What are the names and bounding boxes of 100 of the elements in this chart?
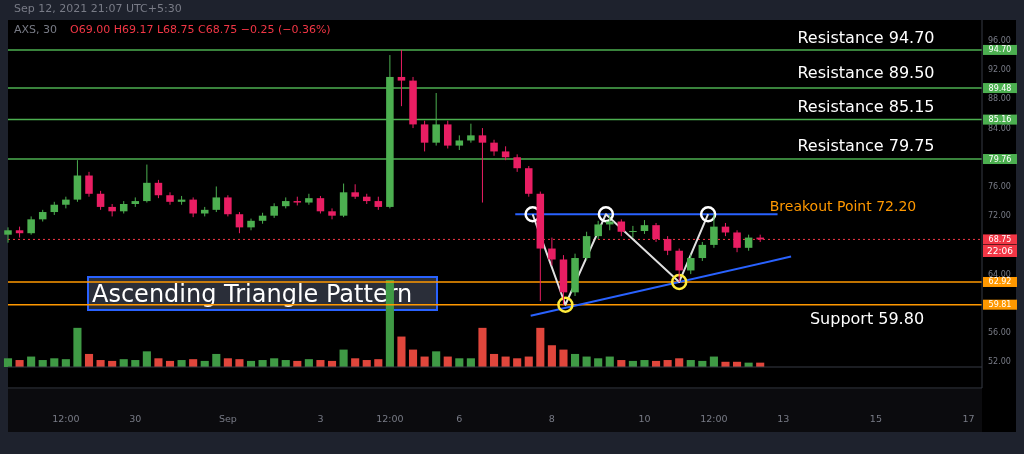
annotation: Resistance 79.75 (797, 135, 935, 155)
candlestick (710, 213, 718, 249)
candlestick (224, 194, 232, 217)
x-tick-label: 6 (456, 413, 463, 424)
candlestick (212, 185, 221, 213)
candlestick (675, 248, 683, 283)
x-tick-label: 10 (638, 413, 651, 424)
candlestick (27, 215, 35, 236)
bar (84, 353, 94, 367)
ref-line-label: 85.16 (988, 115, 1012, 125)
candlestick (96, 190, 105, 211)
annotation: Support 59.80 (809, 308, 925, 328)
bar (455, 358, 464, 367)
bar (489, 353, 499, 367)
bar (594, 358, 603, 367)
point (557, 296, 574, 314)
y-tick-label: 76.00 (988, 181, 1011, 191)
candlestick (490, 139, 498, 157)
y-tick-label: 92.00 (988, 65, 1011, 75)
candlestick (397, 49, 406, 107)
bar (432, 351, 441, 367)
point (670, 273, 688, 291)
ref-line-label: 62.92 (988, 277, 1012, 287)
x-tick-label: 12:00 (700, 413, 728, 424)
x-tick-label: 12:00 (376, 413, 404, 424)
bar (408, 349, 418, 367)
bar (559, 349, 568, 367)
candlestick (166, 191, 174, 206)
bar (397, 336, 406, 367)
bar (478, 327, 487, 367)
candlestick (305, 193, 313, 206)
candlestick (733, 229, 741, 253)
candlestick (663, 235, 672, 256)
y-tick-label: 88.00 (988, 94, 1011, 104)
annotation: Breakout Point 72.20 (769, 198, 917, 214)
candlestick (339, 183, 348, 218)
candlestick (652, 222, 660, 243)
candlestick (189, 196, 197, 218)
bar (351, 358, 360, 367)
candlestick (143, 164, 151, 204)
candlestick (420, 120, 429, 152)
ref-line-label: 59.81 (988, 300, 1012, 310)
bar (570, 353, 580, 367)
x-tick-label: Sep (218, 413, 237, 424)
point (597, 205, 615, 223)
y-tick-label: 56.00 (988, 328, 1011, 338)
candlestick (594, 220, 602, 240)
x-tick-label: 30 (129, 413, 142, 424)
candlestick (698, 241, 707, 262)
x-tick-label: 8 (548, 413, 555, 424)
candlestick (629, 225, 637, 239)
candlestick (328, 207, 336, 220)
bar (640, 360, 649, 367)
annotation: Resistance 85.15 (797, 96, 935, 116)
x-tick-label: 13 (777, 413, 790, 424)
y-tick-label: 52.00 (988, 357, 1011, 367)
candlestick (687, 253, 695, 275)
y-tick-label: 84.00 (988, 123, 1011, 133)
x-tick-label: 15 (869, 413, 882, 424)
bar (339, 349, 348, 367)
candlestick (85, 171, 93, 198)
ref-line-label: 79.76 (988, 154, 1012, 164)
candlestick (548, 237, 556, 266)
annotation: O69.00 H69.17 L68.75 C68.75 −0.25 (−0.36%) (70, 23, 331, 36)
bar (50, 358, 59, 367)
ref-line-label: 89.48 (988, 83, 1012, 93)
bar (675, 358, 684, 367)
x-tick-label: 12:00 (52, 413, 80, 424)
candlestick (467, 123, 475, 144)
x-tick-label: 17 (962, 413, 975, 424)
candlestick (478, 127, 487, 204)
bar (536, 327, 545, 367)
candlestick (154, 179, 163, 199)
ref-line-label: 94.70 (988, 45, 1012, 55)
bar (142, 351, 151, 367)
bar (270, 358, 279, 367)
y-tick-label: 72.00 (988, 211, 1011, 221)
bar (466, 358, 475, 367)
annotation: Resistance 94.70 (797, 27, 935, 47)
chart-subtitle: Sep 12, 2021 21:07 UTC+5:30 (14, 2, 182, 15)
x-tick-label: 3 (317, 413, 324, 424)
annotation: Resistance 89.50 (797, 62, 935, 82)
bar (223, 358, 232, 367)
y-tick-label: 96.00 (988, 35, 1011, 45)
bar (513, 358, 522, 367)
candlestick (582, 231, 591, 261)
bar (154, 358, 163, 367)
bar (547, 345, 556, 367)
candlestick (235, 211, 244, 234)
bar (3, 358, 13, 367)
candlestick (443, 120, 452, 150)
y-tick-label: 64.00 (988, 269, 1011, 279)
bar (316, 360, 325, 367)
text: 22:06 (987, 245, 1014, 256)
candlestick (4, 226, 12, 244)
ref-line-label: 68.75 (988, 234, 1012, 244)
bar (212, 353, 221, 367)
chart-title: AXS, 30 (14, 23, 58, 36)
candlestick (62, 196, 70, 209)
bar (73, 327, 82, 367)
